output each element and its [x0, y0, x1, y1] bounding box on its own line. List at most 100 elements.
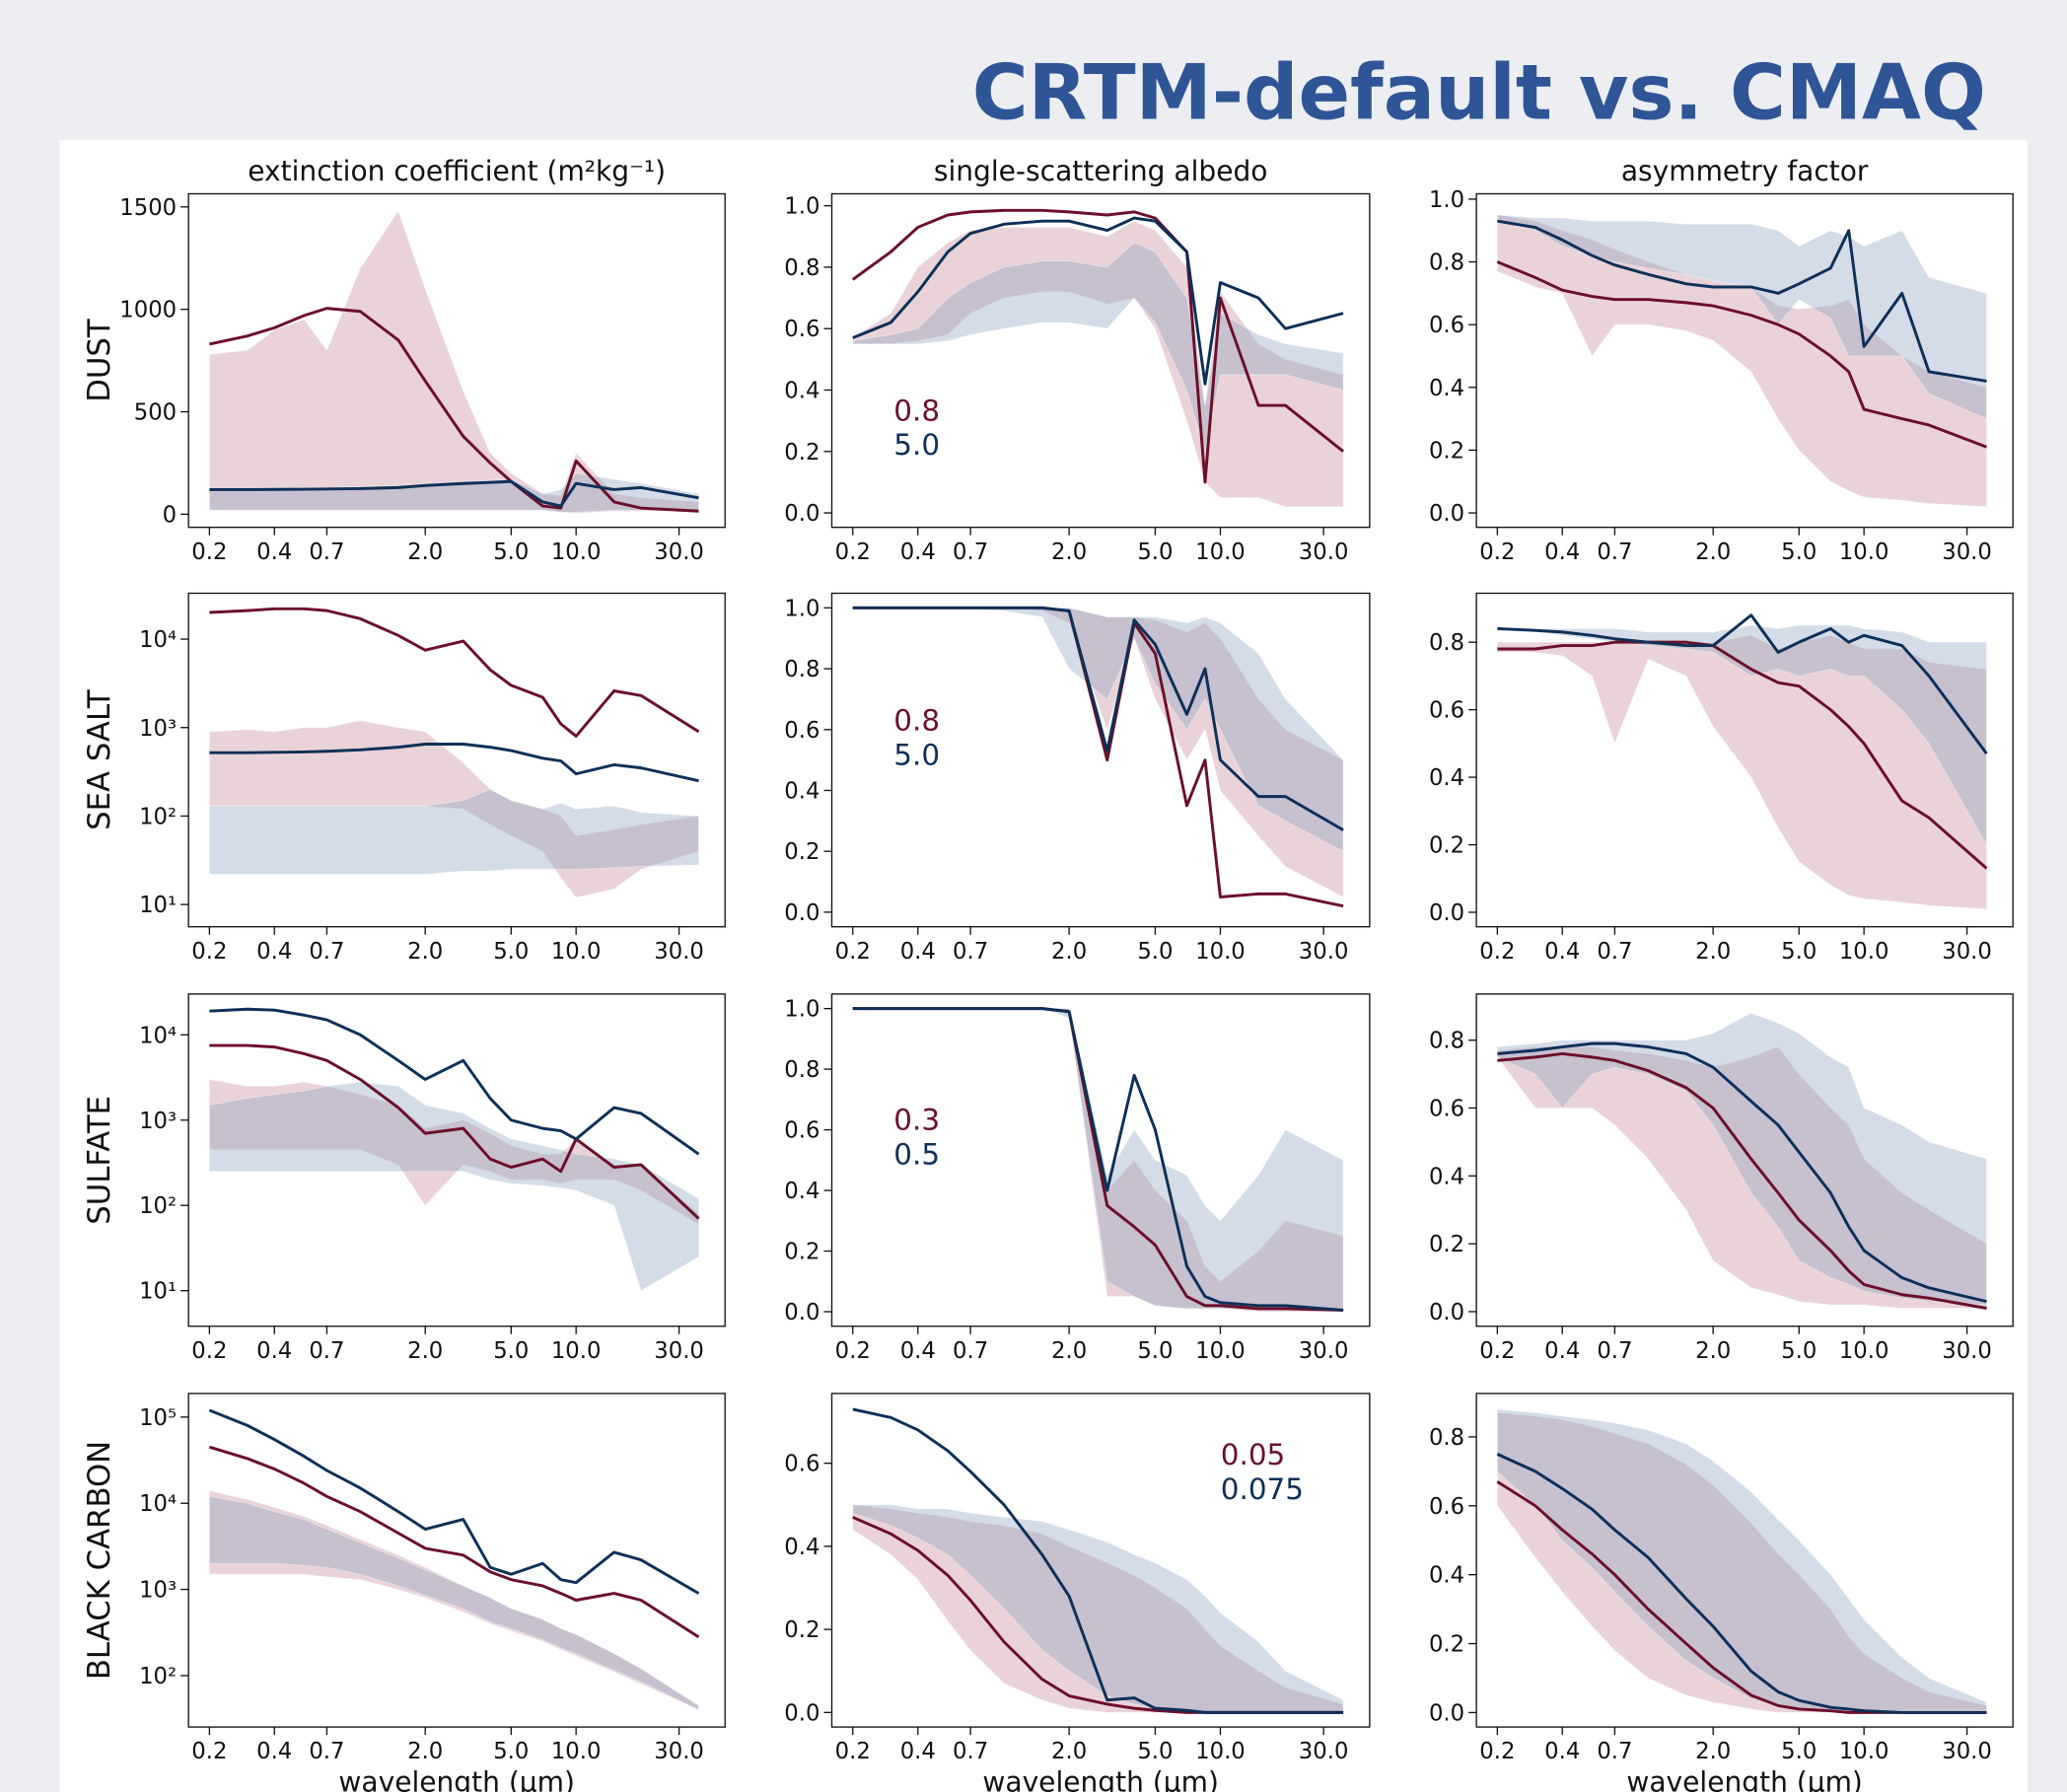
x-tick-label: 0.2 [835, 539, 871, 565]
y-tick-label: 10¹ [139, 1279, 177, 1305]
data-line [209, 1007, 700, 1156]
subplot: 0.2 0.4 0.7 2.0 5.0 10.0 30.0 10¹ 10² 10³ 10⁴ SULFA… [82, 993, 726, 1364]
annotation: 5.0 [893, 738, 940, 771]
x-tick-label: 0.7 [309, 939, 344, 965]
y-tick-label: 1.0 [784, 194, 820, 220]
column-title: single-scattering albedo [934, 155, 1268, 187]
x-tick-label: 0.7 [953, 539, 988, 565]
y-tick-label: 10² [139, 804, 177, 829]
x-tick-label: 10.0 [1839, 1739, 1889, 1764]
y-tick-label: 0.4 [784, 1535, 820, 1560]
y-tick-label: 10² [139, 1664, 177, 1689]
y-tick-label: 0.4 [1429, 1164, 1464, 1189]
range-band [852, 1504, 1344, 1713]
y-tick-label: 10⁴ [139, 1023, 177, 1048]
range-band [852, 242, 1344, 452]
x-tick-label: 2.0 [407, 539, 443, 565]
y-tick-label: 0.2 [784, 1240, 820, 1265]
x-tick-label: 2.0 [1051, 539, 1087, 565]
y-tick-label: 0.6 [784, 718, 820, 744]
x-tick-label: 30.0 [1299, 1338, 1349, 1364]
y-tick-label: 500 [134, 400, 177, 426]
x-tick-label: 0.7 [953, 939, 988, 965]
x-tick-label: 0.4 [900, 939, 936, 965]
x-tick-label: 2.0 [1051, 939, 1087, 965]
plot-frame [830, 1393, 1371, 1728]
x-tick-label: 0.4 [900, 539, 936, 565]
plot-frame [1475, 993, 2014, 1327]
x-tick-label: 2.0 [1695, 939, 1731, 965]
y-tick-label: 0.6 [784, 1452, 820, 1477]
x-tick-label: 0.4 [1544, 1338, 1580, 1364]
y-tick-label: 10³ [139, 1578, 177, 1604]
y-tick-label: 0.6 [1429, 313, 1464, 338]
x-tick-label: 0.7 [309, 1338, 344, 1364]
x-tick-label: 2.0 [1051, 1739, 1087, 1764]
x-tick-label: 2.0 [407, 1338, 443, 1364]
x-tick-label: 0.4 [1544, 539, 1580, 565]
y-tick-label: 0.8 [1429, 1029, 1464, 1054]
y-tick-label: 1.0 [784, 997, 820, 1023]
x-tick-label: 0.2 [191, 539, 227, 565]
data-line [209, 479, 699, 508]
x-tick-label: 0.2 [1479, 539, 1515, 565]
annotation: 0.8 [893, 394, 940, 427]
page-title: CRTM-default vs. CMAQ [972, 48, 1986, 137]
x-tick-label: 0.2 [191, 1739, 227, 1764]
range-band [1496, 1046, 1987, 1309]
x-tick-label: 10.0 [551, 1739, 602, 1764]
x-tick-label: 0.4 [256, 939, 292, 965]
x-tick-label: 30.0 [1299, 1739, 1349, 1764]
x-tick-label: 5.0 [1781, 1338, 1817, 1364]
y-tick-label: 1000 [119, 298, 177, 323]
subplot: 0.2 0.4 0.7 2.0 5.0 10.0 30.0 0.0 0.2 0.4 0.6 0.8 1.… [784, 993, 1371, 1364]
annotation: 0.5 [893, 1137, 940, 1171]
x-tick-label: 30.0 [1942, 939, 1992, 965]
y-tick-label: 0.4 [1429, 1563, 1464, 1589]
y-tick-label: 0 [163, 502, 177, 528]
y-tick-label: 10² [139, 1193, 177, 1219]
y-tick-label: 0.8 [784, 255, 820, 281]
data-line [209, 1043, 700, 1220]
x-tick-label: 0.7 [1597, 1739, 1632, 1764]
x-tick-label: 10.0 [1195, 1739, 1246, 1764]
range-band [208, 1489, 699, 1711]
x-tick-label: 0.4 [1544, 939, 1580, 965]
y-tick-label: 0.2 [1429, 438, 1464, 464]
figure-panel [59, 139, 2028, 1792]
x-tick-label: 0.7 [1597, 1338, 1632, 1364]
data-line [852, 216, 1344, 386]
annotation: 0.3 [893, 1104, 940, 1137]
x-tick-label: 2.0 [1695, 1739, 1731, 1764]
x-tick-label: 10.0 [551, 539, 602, 565]
y-tick-label: 10⁴ [139, 627, 177, 653]
y-tick-label: 0.2 [1429, 1232, 1464, 1257]
x-axis-label: wavelength (μm) [982, 1766, 1218, 1792]
x-axis-label: wavelength (μm) [338, 1766, 574, 1792]
subplot: 0.2 0.4 0.7 2.0 5.0 10.0 30.0 10¹ 10² 10³ 10⁴ SEA S… [82, 592, 726, 965]
x-tick-label: 10.0 [1839, 539, 1889, 565]
plot-frame [830, 993, 1371, 1327]
y-tick-label: 0.0 [1429, 900, 1464, 926]
y-tick-label: 10⁵ [139, 1405, 177, 1431]
x-tick-label: 0.2 [835, 1338, 871, 1364]
range-band [208, 1081, 699, 1292]
data-line [852, 606, 1344, 831]
y-tick-label: 0.6 [1429, 698, 1464, 724]
y-tick-label: 0.0 [784, 501, 820, 527]
y-tick-label: 10³ [139, 1109, 177, 1134]
annotation: 0.05 [1221, 1438, 1285, 1471]
range-band [208, 720, 699, 898]
x-tick-label: 5.0 [1137, 939, 1173, 965]
x-tick-label: 30.0 [1942, 1338, 1992, 1364]
y-tick-label: 0.4 [784, 1179, 820, 1204]
x-tick-label: 30.0 [1299, 939, 1349, 965]
y-tick-label: 0.0 [784, 1300, 820, 1326]
y-tick-label: 0.6 [784, 1118, 820, 1144]
x-tick-label: 0.7 [953, 1338, 988, 1364]
x-tick-label: 0.7 [953, 1739, 988, 1764]
y-tick-label: 0.8 [784, 1057, 820, 1083]
range-band [1496, 1012, 1987, 1306]
x-tick-label: 0.4 [256, 539, 292, 565]
